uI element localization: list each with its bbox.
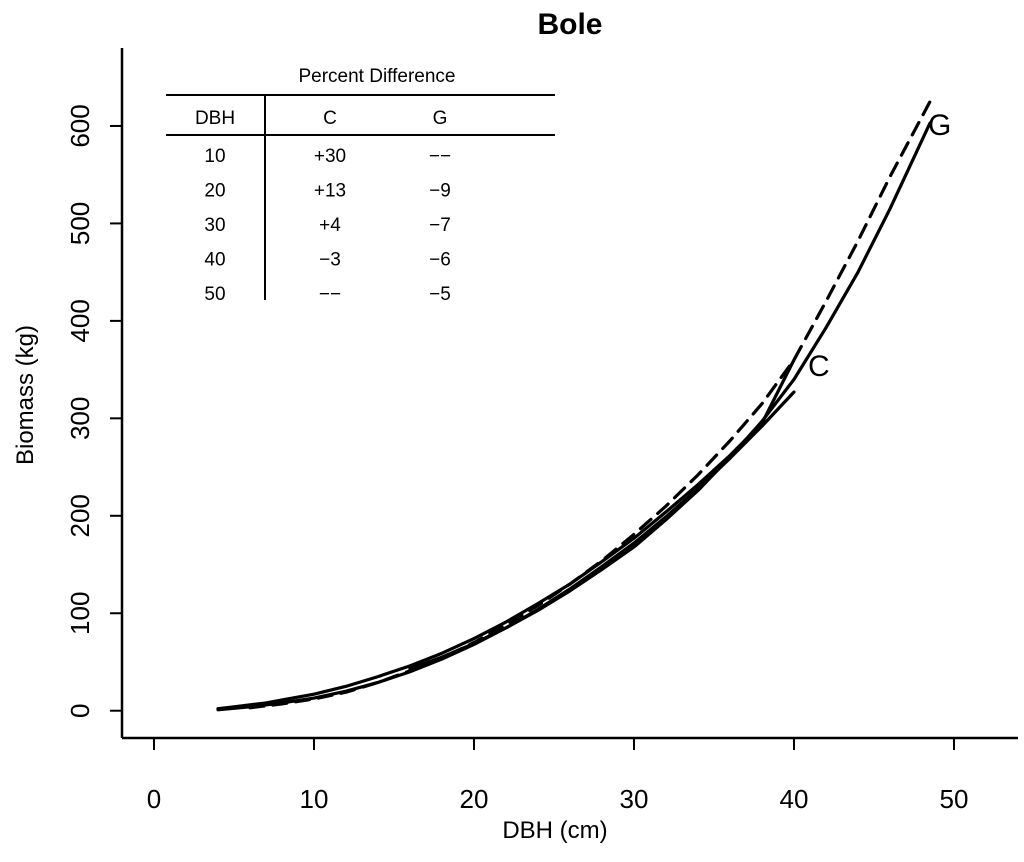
x-tick-label: 50 [940,784,969,814]
table-cell: −6 [429,250,451,271]
table-cell: +30 [314,146,346,167]
y-tick-label: 600 [65,104,95,147]
curve-label-g: G [928,109,951,142]
y-tick-label: 400 [65,299,95,342]
series-g-dashed [248,100,932,710]
table-cell: 50 [204,284,225,305]
x-tick-label: 10 [300,784,329,814]
x-tick-label: 30 [620,784,649,814]
series-c-lower [216,390,796,712]
x-tick-label: 40 [780,784,809,814]
series-g [408,121,932,671]
table-cell: −9 [429,181,451,202]
table-cell: 30 [204,215,225,236]
table-header-dbh: DBH [195,108,235,129]
percent-difference-table: Percent Difference DBH C G 10 +30 −− 20 +13 −9 30 +… [166,66,555,305]
curve-label-c: C [808,350,830,383]
y-tick-label: 0 [65,703,95,717]
table-cell: −− [319,284,341,305]
y-axis-label: Biomass (kg) [12,325,39,465]
y-tick-label: 500 [65,202,95,245]
x-tick-label: 0 [147,784,161,814]
table-cell: 40 [204,250,225,271]
table-title: Percent Difference [298,66,455,87]
table-cell: −− [429,146,451,167]
x-axis-label: DBH (cm) [502,817,607,844]
chart-title: Bole [537,8,602,41]
y-tick-label: 300 [65,397,95,440]
table-cell: 10 [204,146,225,167]
table-cell: +4 [319,215,341,236]
y-tick-label: 100 [65,592,95,635]
table-header-g: G [433,108,448,129]
series-c [216,358,796,711]
y-tick-label: 200 [65,494,95,537]
table-header-c: C [323,108,337,129]
table-cell: 20 [204,181,225,202]
table-cell: +13 [314,181,346,202]
table-cell: −5 [429,284,451,305]
table-cell: −7 [429,215,451,236]
table-cell: −3 [319,250,341,271]
series-group: CG [216,100,951,712]
x-tick-label: 20 [460,784,489,814]
